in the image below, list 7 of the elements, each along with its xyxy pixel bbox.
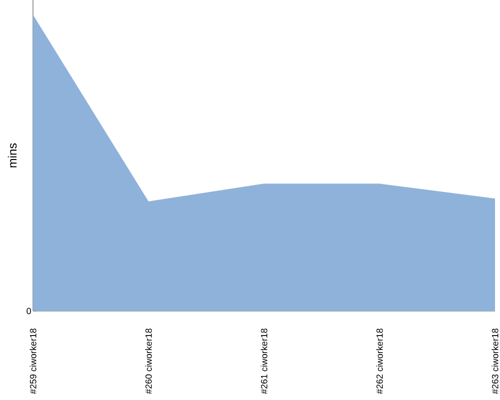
x-tick-label: #262 ciworker18	[376, 328, 383, 394]
annotation: 0	[26, 308, 31, 314]
x-tick-label: #261 ciworker18	[260, 328, 268, 394]
x-tick-label: #260 ciworker18	[145, 328, 152, 394]
x-tick-label: #259 ciworker18	[30, 328, 36, 394]
x-tick-label: #263 ciworker18	[492, 328, 498, 394]
y-axis-title: mins	[8, 143, 17, 168]
